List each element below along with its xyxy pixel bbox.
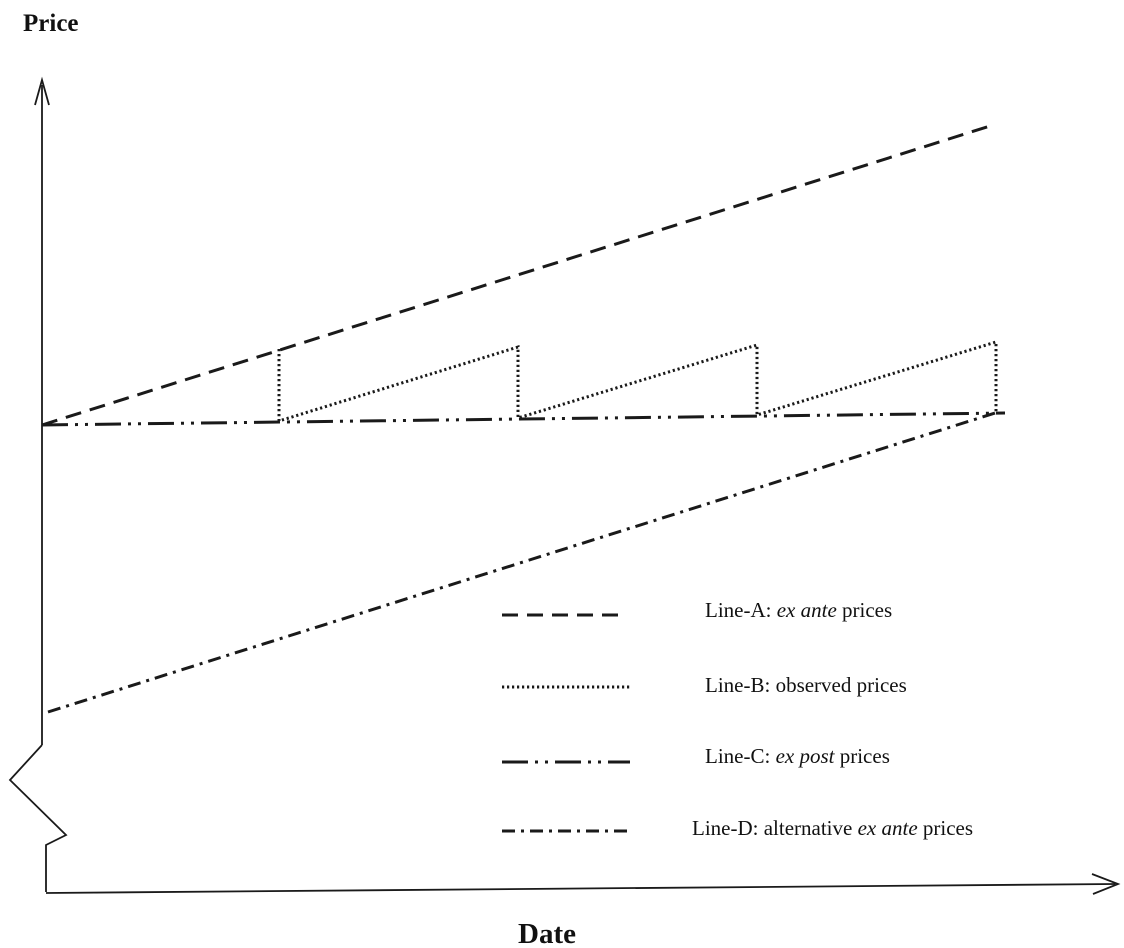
legend-item-a: Line-A: ex ante prices: [502, 598, 892, 622]
line-b: [277, 339, 998, 424]
line-a: [41, 124, 991, 427]
x-axis-title: Date: [518, 918, 576, 948]
legend-label-b: Line-B: observed prices: [705, 673, 907, 697]
legend-label-a: Line-A: ex ante prices: [705, 598, 892, 622]
legend-item-b: Line-B: observed prices: [502, 673, 907, 697]
legend-label-d: Line-D: alternative ex ante prices: [692, 816, 973, 840]
line-c: [41, 411, 1006, 427]
legend: Line-A: ex ante prices Line-B: observed …: [502, 598, 973, 840]
axis-break-icon: [8, 744, 68, 892]
y-axis-title: Price: [23, 10, 79, 37]
x-axis: [45, 873, 1121, 895]
y-axis: [34, 76, 50, 745]
legend-item-d: Line-D: alternative ex ante prices: [502, 816, 973, 840]
legend-label-c: Line-C: ex post prices: [705, 744, 890, 768]
line-d: [47, 411, 996, 714]
legend-item-c: Line-C: ex post prices: [502, 744, 890, 768]
